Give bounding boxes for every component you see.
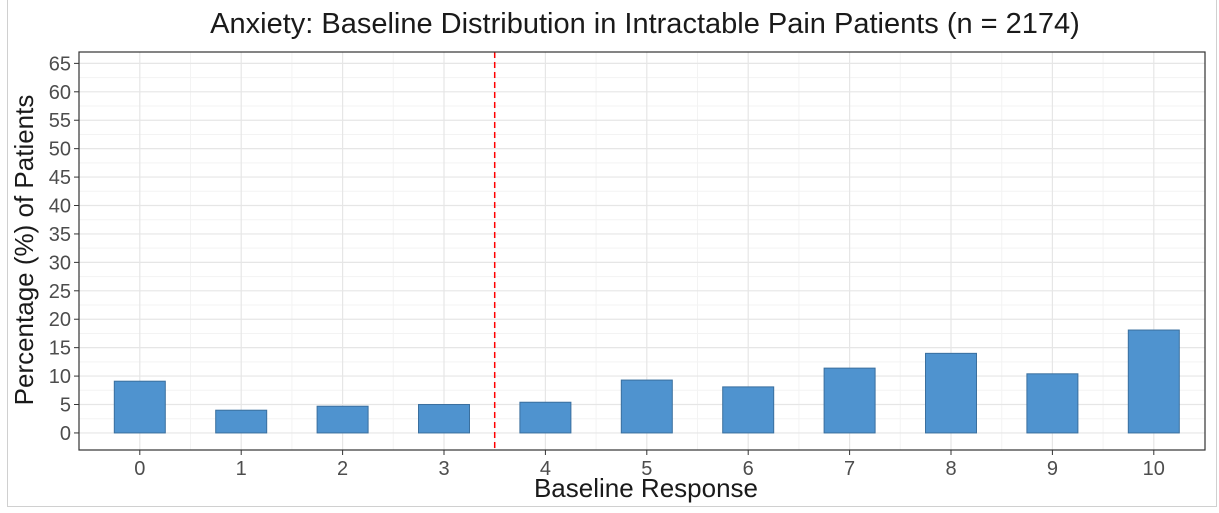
x-tick-label: 0 bbox=[134, 458, 145, 480]
y-tick-label: 20 bbox=[49, 309, 71, 331]
y-tick-label: 55 bbox=[49, 110, 71, 132]
chart-title: Anxiety: Baseline Distribution in Intrac… bbox=[210, 8, 1080, 40]
y-tick-label: 45 bbox=[49, 167, 71, 189]
x-tick-label: 2 bbox=[337, 458, 348, 480]
x-tick-label: 4 bbox=[540, 458, 551, 480]
y-tick-label: 30 bbox=[49, 252, 71, 274]
bar bbox=[1026, 373, 1079, 434]
bar bbox=[1127, 329, 1180, 434]
plot-border bbox=[78, 51, 1206, 451]
bar bbox=[113, 380, 166, 434]
bar bbox=[823, 367, 876, 434]
x-tick-label: 10 bbox=[1143, 458, 1165, 480]
x-tick-label: 9 bbox=[1047, 458, 1058, 480]
x-axis: 0 1 2 3 4 5 6 7 8 9 10 bbox=[134, 450, 1165, 480]
y-tick-label: 15 bbox=[49, 338, 71, 360]
x-axis-title: Baseline Response bbox=[534, 473, 758, 503]
y-tick-label: 40 bbox=[49, 196, 71, 218]
bar bbox=[215, 409, 268, 434]
x-tick-label: 3 bbox=[438, 458, 449, 480]
y-tick-label: 50 bbox=[49, 139, 71, 161]
x-tick-label: 6 bbox=[743, 458, 754, 480]
y-axis-title: Percentage (%) of Patients bbox=[9, 95, 39, 406]
bar bbox=[925, 352, 977, 434]
y-tick-label: 0 bbox=[60, 423, 71, 445]
bar bbox=[722, 386, 775, 434]
bar bbox=[316, 405, 369, 434]
x-tick-label: 1 bbox=[236, 458, 247, 480]
y-tick-label: 25 bbox=[49, 281, 71, 303]
y-tick-label: 60 bbox=[49, 82, 71, 104]
bars bbox=[113, 329, 1180, 434]
y-tick-label: 35 bbox=[49, 224, 71, 246]
bar bbox=[418, 404, 470, 434]
plot-panel bbox=[78, 51, 1206, 451]
y-axis: 0 5 10 15 20 25 30 35 40 45 50 55 60 65 bbox=[49, 53, 79, 445]
x-tick-label: 8 bbox=[945, 458, 956, 480]
bar bbox=[519, 401, 572, 434]
x-tick-label: 7 bbox=[844, 458, 855, 480]
bar bbox=[620, 379, 673, 434]
x-tick-label: 5 bbox=[641, 458, 652, 480]
y-tick-label: 10 bbox=[49, 366, 71, 388]
y-tick-label: 5 bbox=[60, 395, 71, 417]
figure-border bbox=[7, 0, 1217, 507]
y-tick-label: 65 bbox=[49, 53, 71, 75]
